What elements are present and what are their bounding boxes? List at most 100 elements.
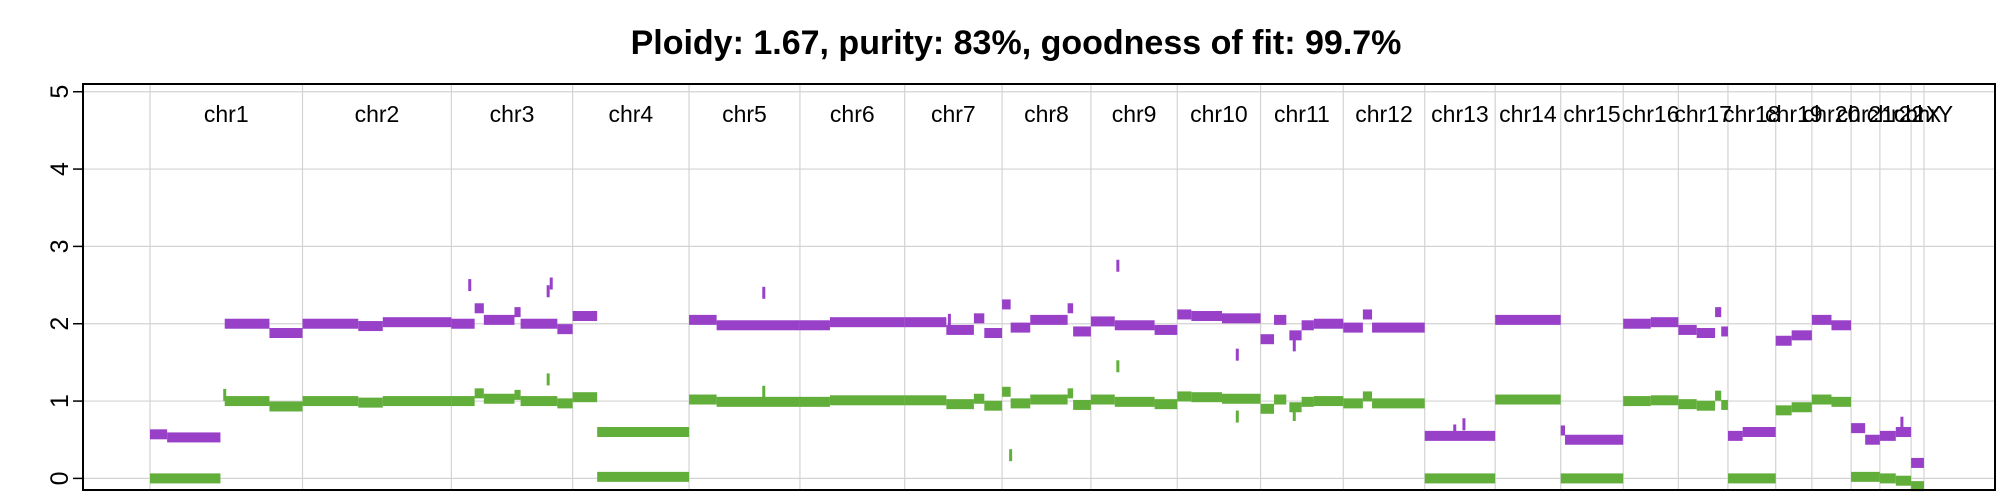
copy-number-segment xyxy=(904,395,947,406)
copy-number-segment xyxy=(483,393,515,404)
chromosome-label: chrX xyxy=(1894,101,1941,127)
copy-number-segment xyxy=(1301,320,1314,331)
chromosome-label: chr18 xyxy=(1723,101,1781,127)
copy-number-segment xyxy=(1301,396,1314,407)
copy-number-segment xyxy=(1895,475,1912,486)
copy-number-segment xyxy=(302,396,359,407)
copy-number-segment xyxy=(829,395,905,406)
copy-number-segment xyxy=(1154,399,1178,410)
chromosome-label: chr7 xyxy=(931,101,976,127)
copy-number-segment xyxy=(1221,393,1261,404)
copy-number-segment xyxy=(557,398,573,409)
copy-number-segment xyxy=(1260,403,1275,414)
copy-number-segment xyxy=(1721,326,1728,337)
copy-number-segment xyxy=(358,321,383,332)
chromosome-label: chr13 xyxy=(1431,101,1489,127)
copy-number-point xyxy=(546,285,550,298)
copy-number-segment xyxy=(1343,322,1363,333)
copy-number-segment xyxy=(1372,398,1425,409)
copy-number-segment xyxy=(1313,396,1344,407)
copy-number-segment xyxy=(474,388,484,399)
chromosome-label: chr22 xyxy=(1867,101,1925,127)
copy-number-point xyxy=(1235,348,1239,361)
copy-number-point xyxy=(762,385,766,398)
chromosome-labels: chr1 chr2 chr3 chr4 chr5 chr6 chr7 chr8 chr9 chr1… xyxy=(204,101,1953,127)
copy-number-segment xyxy=(1067,303,1074,314)
copy-number-segment xyxy=(1114,396,1155,407)
copy-number-segment xyxy=(1010,398,1031,409)
y-tick-label: 0 xyxy=(46,471,74,485)
copy-number-segment xyxy=(1090,316,1115,327)
chromosome-label: chr21 xyxy=(1837,101,1895,127)
copy-number-point xyxy=(1292,339,1296,352)
chromosome-label: chr3 xyxy=(490,101,535,127)
grid-lines xyxy=(83,84,1995,490)
chromosome-label: chr9 xyxy=(1112,101,1157,127)
copy-number-segment xyxy=(572,392,598,403)
copy-number-segment xyxy=(973,313,985,324)
copy-number-segment xyxy=(1362,309,1373,320)
copy-number-segment xyxy=(514,389,521,400)
copy-number-segment xyxy=(1791,402,1812,413)
copy-number-segment xyxy=(302,318,359,329)
chromosome-label: chr5 xyxy=(722,101,767,127)
copy-number-point xyxy=(1453,424,1457,437)
copy-number-segment xyxy=(1650,395,1679,406)
copy-number-segment xyxy=(973,393,985,404)
plot-frame xyxy=(82,83,1996,491)
chromosome-label: chr10 xyxy=(1190,101,1248,127)
copy-number-segment xyxy=(1911,481,1924,492)
copy-number-point xyxy=(549,277,553,290)
copy-number-segment xyxy=(1313,318,1344,329)
copy-number-segment xyxy=(1811,394,1832,405)
copy-number-point xyxy=(762,286,766,299)
copy-number-segment xyxy=(1274,394,1287,405)
copy-number-segment xyxy=(1221,313,1261,324)
copy-number-segment xyxy=(984,400,1003,411)
copy-number-segment xyxy=(1002,386,1011,397)
copy-number-segment xyxy=(224,318,270,329)
copy-number-segment xyxy=(358,397,383,408)
copy-number-segment xyxy=(382,396,452,407)
y-tick-label: 4 xyxy=(46,162,74,176)
copy-number-segment xyxy=(1678,399,1697,410)
copy-number-point xyxy=(546,373,550,386)
chromosome-label: chr17 xyxy=(1674,101,1732,127)
copy-number-segment xyxy=(689,394,717,405)
copy-number-segment xyxy=(1831,396,1852,407)
copy-number-segment xyxy=(1650,317,1679,328)
copy-number-segment xyxy=(984,328,1003,339)
copy-number-segment xyxy=(1191,392,1222,403)
copy-number-segment xyxy=(597,427,690,437)
chromosome-label: chr6 xyxy=(830,101,875,127)
chromosome-label: chrY xyxy=(1906,101,1953,127)
copy-number-segment xyxy=(716,320,800,331)
copy-number-segment xyxy=(1895,427,1912,437)
chromosome-label: chr4 xyxy=(608,101,653,127)
copy-number-segment xyxy=(1678,324,1697,335)
copy-number-segment xyxy=(1715,307,1722,318)
copy-number-segment xyxy=(1274,314,1287,325)
copy-number-segment xyxy=(1831,320,1852,331)
copy-number-segment xyxy=(1424,473,1496,484)
chromosome-label: chr19 xyxy=(1765,101,1823,127)
copy-number-segment xyxy=(1696,328,1716,339)
chromosome-label: chr11 xyxy=(1274,101,1330,127)
copy-number-segment xyxy=(597,471,690,482)
copy-number-segment xyxy=(1362,391,1373,402)
copy-number-segment xyxy=(1851,471,1880,482)
copy-number-segment xyxy=(1191,311,1222,321)
copy-number-segment xyxy=(269,401,303,412)
copy-number-segment xyxy=(520,318,558,329)
copy-number-segment xyxy=(483,314,515,325)
y-tick-label: 5 xyxy=(46,85,74,99)
y-tick-label: 3 xyxy=(46,239,74,253)
copy-number-segment xyxy=(716,396,800,407)
copy-number-point xyxy=(1462,418,1466,431)
copy-number-segment xyxy=(1114,320,1155,331)
copy-number-segment xyxy=(1721,399,1728,410)
copy-number-segment xyxy=(1154,324,1178,335)
copy-number-segment xyxy=(1067,388,1074,399)
copy-number-segment xyxy=(1727,473,1776,484)
